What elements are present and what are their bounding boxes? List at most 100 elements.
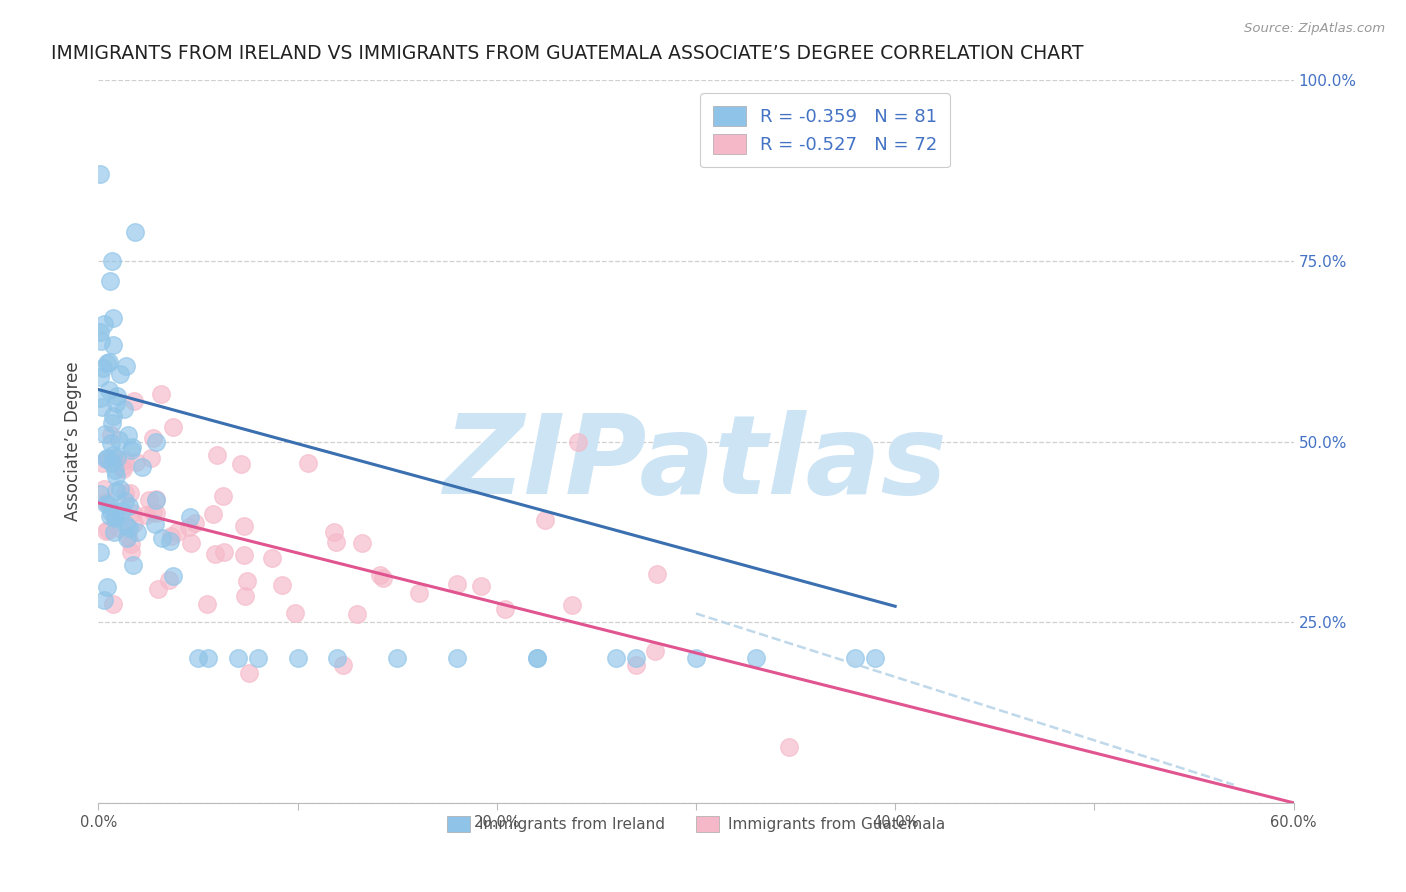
Point [96,580,118,594]
Text: ZIPatlas: ZIPatlas [444,409,948,516]
Point [111,462,134,476]
Point [125,455,148,469]
Legend: Immigrants from Ireland, Immigrants from Guatemala: Immigrants from Ireland, Immigrants from… [441,810,950,838]
Point [94,495,117,509]
Point [368,568,391,582]
Point [323,525,346,540]
Point [844,651,866,665]
Point [236,574,259,589]
Point [626,651,648,665]
Point [152,531,174,545]
Point [107,434,129,448]
Point [145,493,167,508]
Point [98,274,121,288]
Point [139,451,162,466]
Point [605,651,627,665]
Point [326,651,349,665]
Point [120,485,142,500]
Point [93,426,115,441]
Point [232,548,254,562]
Point [238,666,260,681]
Point [297,456,319,470]
Point [166,525,188,540]
Point [103,463,125,477]
Point [778,740,800,755]
Point [231,457,253,471]
Point [470,579,492,593]
Point [98,452,121,467]
Point [145,434,167,449]
Point [93,592,115,607]
Point [122,506,145,520]
Point [233,589,256,603]
Point [346,607,368,621]
Point [214,545,236,559]
Point [97,384,120,398]
Point [150,387,173,401]
Point [91,456,114,470]
Point [100,416,122,430]
Point [90,401,112,415]
Point [117,428,139,442]
Point [120,545,142,559]
Point [446,577,468,591]
Point [187,651,209,665]
Point [179,510,201,524]
Point [100,428,122,442]
Point [127,525,149,540]
Point [114,494,136,508]
Text: IMMIGRANTS FROM IRELAND VS IMMIGRANTS FROM GUATEMALA ASSOCIATE’S DEGREE CORRELAT: IMMIGRANTS FROM IRELAND VS IMMIGRANTS FR… [51,45,1083,63]
Point [145,506,167,520]
Point [111,504,134,518]
Point [644,644,666,658]
Point [122,516,145,530]
Point [526,651,548,665]
Point [100,436,122,450]
Point [385,651,409,665]
Point [124,225,146,239]
Point [142,505,165,519]
Point [143,516,166,531]
Point [117,529,139,543]
Point [246,651,269,665]
Point [121,440,143,454]
Point [287,651,309,665]
Point [122,394,145,409]
Point [232,519,254,533]
Point [114,453,136,467]
Point [138,493,160,508]
Point [371,571,394,585]
Point [97,523,120,537]
Point [115,359,138,374]
Point [332,658,354,673]
Point [146,582,169,597]
Text: Source: ZipAtlas.com: Source: ZipAtlas.com [1244,22,1385,36]
Point [98,354,121,368]
Point [98,509,121,524]
Point [408,586,430,600]
Point [865,651,887,665]
Point [89,391,111,405]
Point [212,489,235,503]
Point [204,547,226,561]
Point [120,442,142,457]
Point [100,456,122,470]
Point [107,389,129,403]
Point [108,482,131,496]
Point [645,567,668,582]
Point [105,451,128,466]
Point [118,521,141,535]
Point [89,369,111,384]
Point [111,460,134,475]
Point [105,483,128,498]
Point [104,511,127,525]
Point [260,551,283,566]
Point [350,536,373,550]
Point [89,486,111,500]
Point [115,531,138,545]
Point [103,409,125,423]
Point [145,492,167,507]
Point [284,606,307,620]
Point [96,450,118,465]
Point [89,544,111,558]
